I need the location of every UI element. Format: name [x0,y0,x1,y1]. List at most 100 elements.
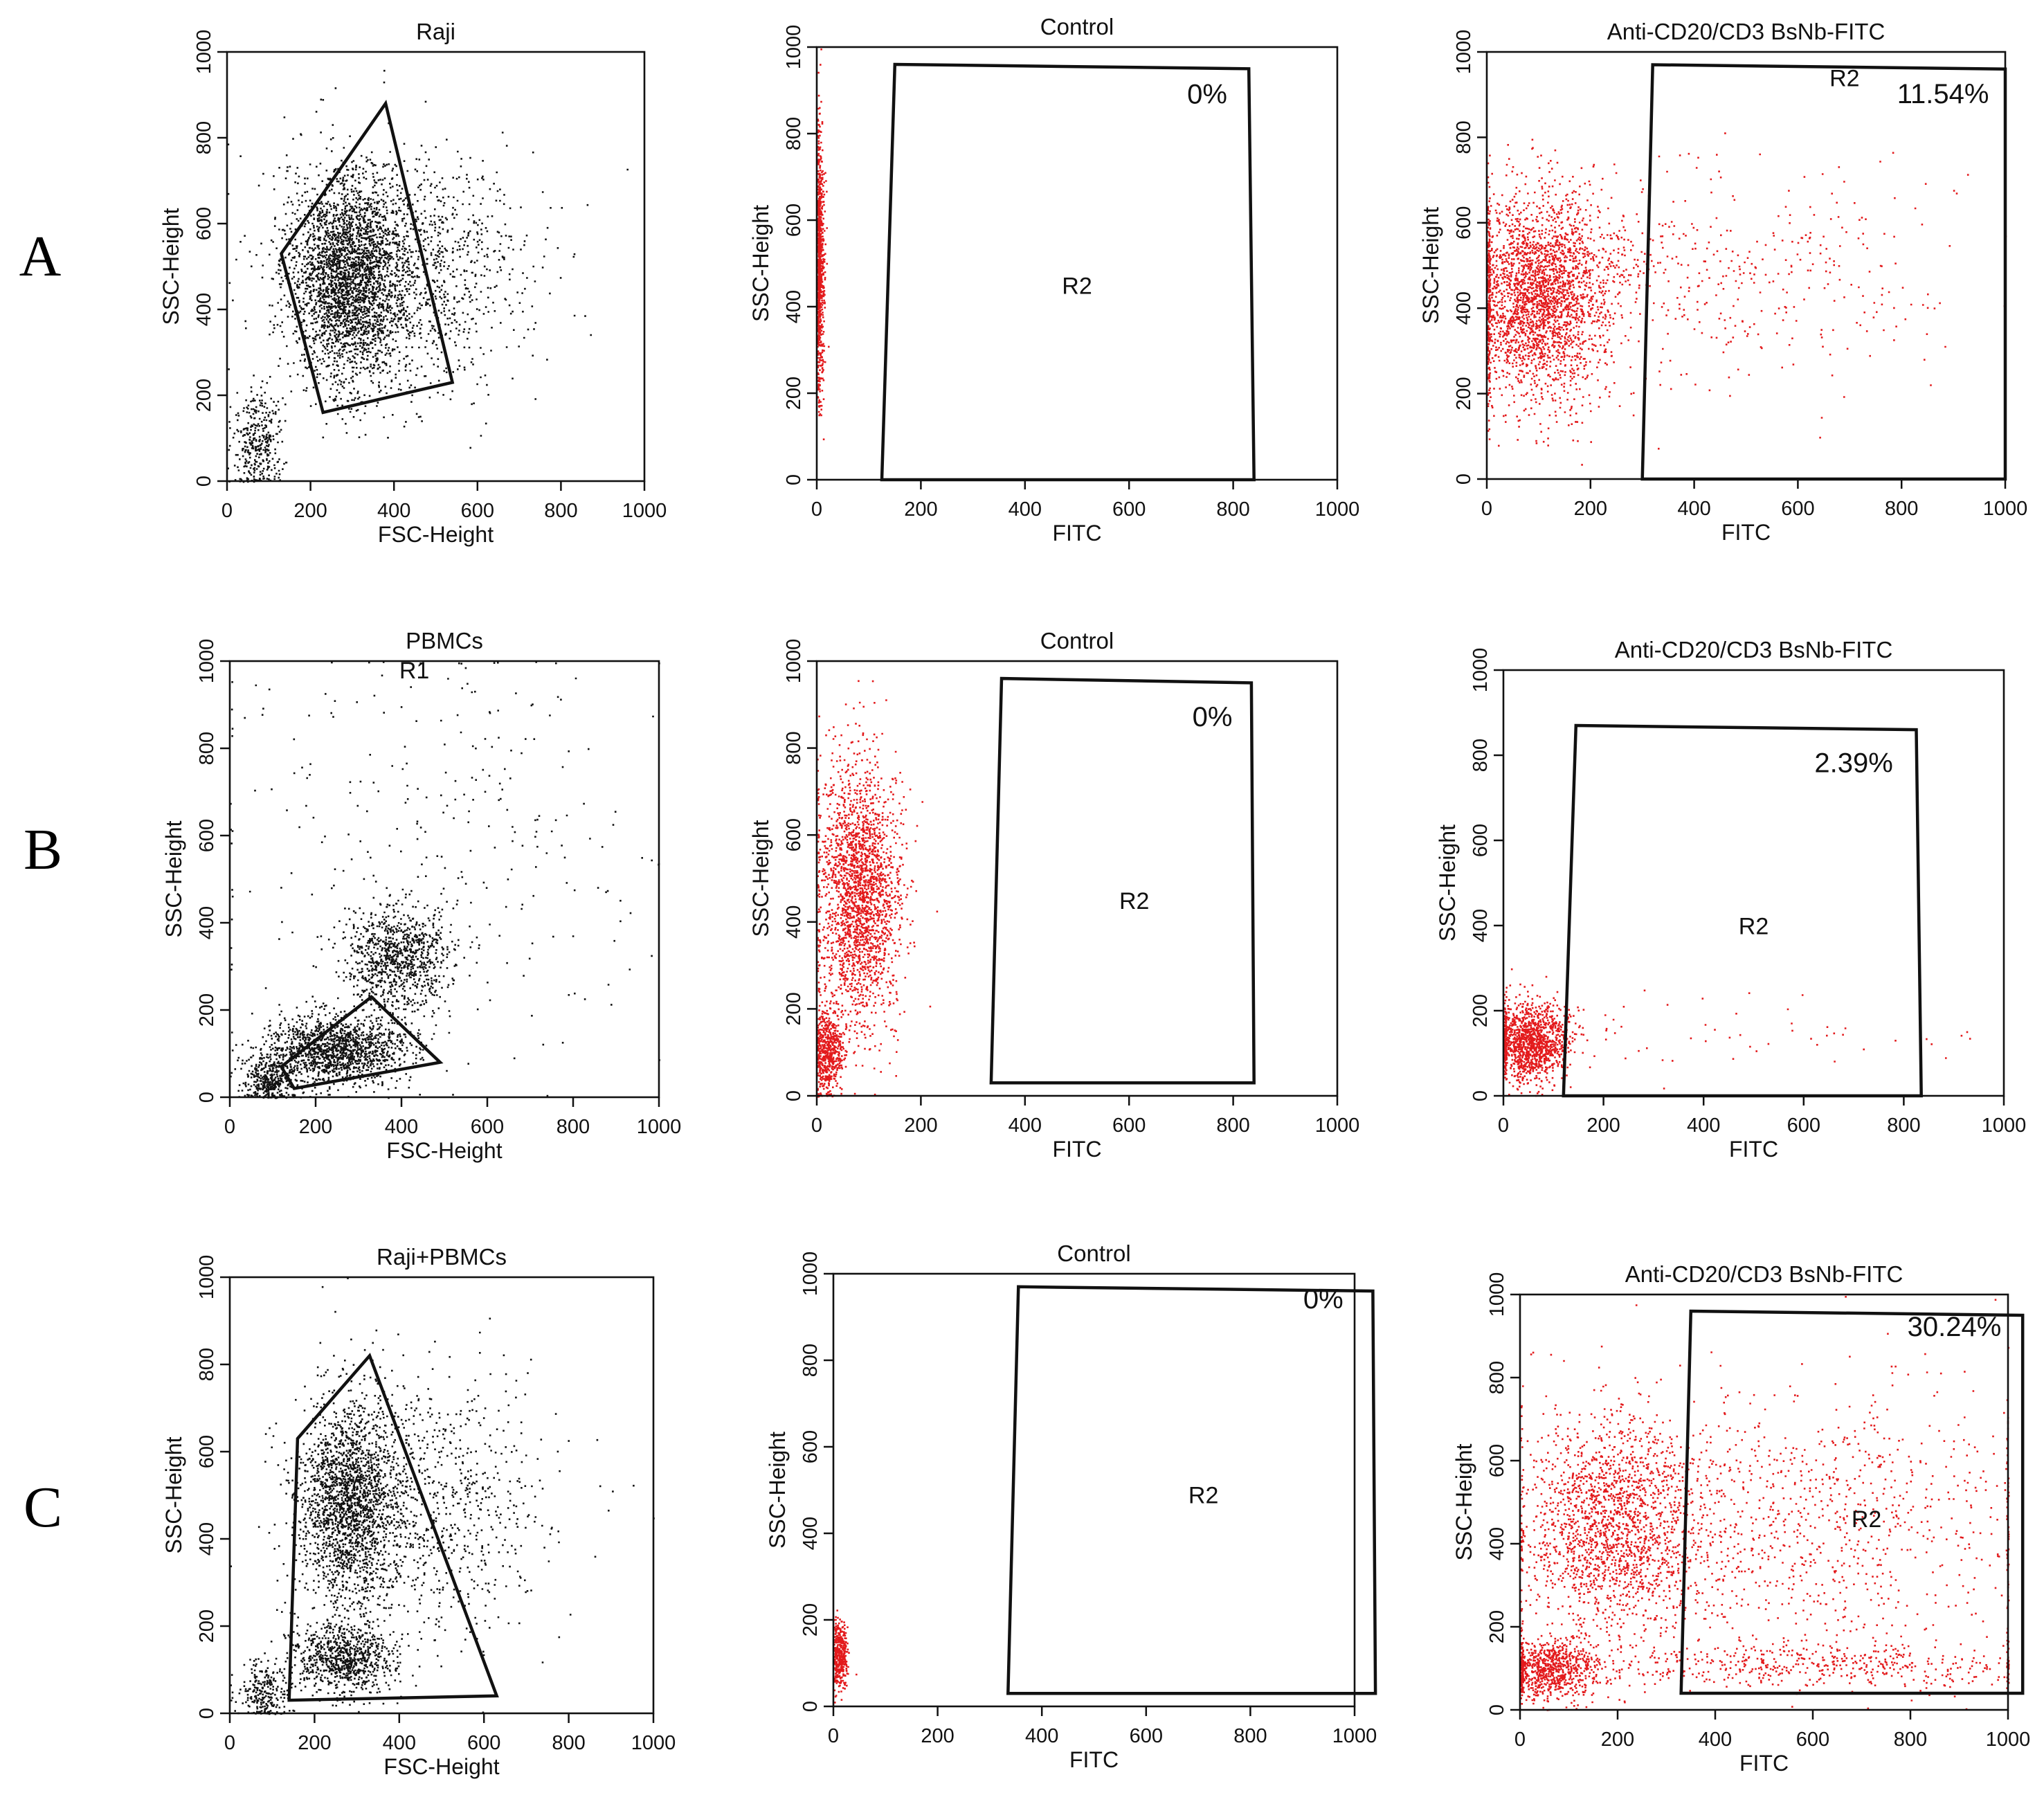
x-tick-label: 800 [557,1116,590,1138]
x-tick-label: 600 [1796,1729,1829,1751]
y-tick-label: 200 [799,1603,822,1636]
scatter-points-a2 [817,48,830,440]
gate-percent: 11.54% [1897,79,1989,109]
panel-c3: 0 200 400 600 800 1000 0 200 400 600 800 1000 FITC SS… [1451,1261,2030,1776]
plot-frame [815,660,1339,1097]
x-tick-label: 200 [1601,1729,1634,1751]
x-tick-label: 800 [1887,1115,1920,1137]
x-tick-label: 0 [1481,498,1492,520]
y-axis-label: SSC-Height [1435,824,1460,941]
x-tick-label: 1000 [1983,498,2028,520]
y-tick-label: 800 [783,731,805,764]
x-axis-label: FITC [1739,1751,1789,1776]
gate-percent: 0% [1187,79,1227,109]
y-tick-label: 1000 [1453,30,1475,75]
panel-c1: 0 200 400 600 800 1000 0 200 400 600 800 1000 FSC-He… [161,1244,676,1779]
x-tick-label: 400 [1677,498,1710,520]
row-label-c: C [24,1475,62,1540]
y-tick-label: 1000 [196,1255,218,1300]
gate-percent: 0% [1303,1284,1344,1315]
x-tick-label: 400 [1009,1115,1042,1137]
y-axis-label: SSC-Height [1451,1443,1476,1560]
x-tick-label: 600 [1787,1115,1820,1137]
y-tick-label: 0 [1469,1090,1492,1101]
y-tick-label: 800 [196,732,218,765]
plot-frame [1502,669,2005,1097]
y-tick-label: 200 [1469,994,1492,1027]
y-tick-label: 1000 [193,30,215,75]
y-tick-label: 0 [1453,473,1475,485]
y-tick-label: 600 [1486,1444,1508,1477]
y-tick-label: 600 [799,1430,822,1463]
x-axis-label: FSC-Height [383,1754,499,1779]
y-tick-label: 200 [783,377,805,410]
x-tick-label: 800 [1894,1729,1927,1751]
scatter-dots [817,680,939,1098]
scatter-dots [833,1609,858,1704]
panel-title: Control [1057,1241,1130,1266]
gate-polygon [279,995,444,1090]
y-axis-label: SSC-Height [748,205,773,322]
x-tick-label: 400 [1687,1115,1720,1137]
x-axis-label: FSC-Height [378,522,494,547]
y-tick-label: 1000 [1469,648,1492,693]
y-tick-label: 0 [783,1090,805,1101]
x-tick-label: 0 [224,1732,235,1754]
x-tick-label: 800 [1216,1115,1249,1137]
x-tick-label: 1000 [1986,1729,2031,1751]
scatter-dots [230,661,660,1099]
y-tick-label: 400 [783,905,805,939]
y-tick-label: 600 [783,818,805,851]
y-tick-label: 0 [196,1708,218,1719]
x-tick-label: 200 [1586,1115,1620,1137]
x-tick-label: 0 [1498,1115,1509,1137]
x-tick-label: 200 [299,1116,332,1138]
x-tick-label: 1000 [1315,498,1360,521]
gate-polygon [880,62,1256,482]
x-tick-label: 0 [221,500,233,522]
gate-polygon [1006,1285,1377,1695]
scatter-dots [1520,1296,2010,1711]
row-label-b: B [24,818,62,882]
gate-percent: 2.39% [1814,748,1892,779]
y-tick-label: 1000 [799,1252,822,1297]
x-tick-label: 0 [224,1116,235,1138]
x-axis-label: FITC [1729,1137,1778,1162]
gate-label: R2 [1739,913,1769,939]
y-tick-label: 0 [799,1701,822,1712]
panel-title: Anti-CD20/CD3 BsNb-FITC [1615,637,1893,662]
plot-frame [226,51,646,482]
x-tick-label: 400 [1009,498,1042,521]
x-tick-label: 200 [298,1732,331,1754]
x-tick-label: 600 [471,1116,504,1138]
x-tick-label: 0 [811,498,822,521]
gate-percent: 30.24% [1908,1312,2002,1342]
panel-title: Control [1040,628,1114,653]
x-tick-label: 400 [1699,1729,1732,1751]
y-tick-label: 800 [1486,1361,1508,1394]
y-tick-label: 1000 [196,639,218,684]
x-tick-label: 800 [544,500,577,522]
y-tick-label: 800 [783,117,805,150]
y-axis-label: SSC-Height [159,208,183,325]
gate-label: R1 [399,658,429,684]
x-axis-label: FITC [1721,520,1771,545]
panels: 0 200 400 600 800 1000 0 200 400 600 800 1000 FSC-He… [159,14,2030,1779]
scatter-points-b2 [817,680,939,1098]
x-tick-label: 1000 [1332,1725,1377,1747]
scatter-dots [817,48,830,440]
x-tick-label: 400 [385,1116,418,1138]
x-axis-label: FITC [1069,1747,1119,1772]
x-tick-label: 200 [921,1725,954,1747]
panel-title: Anti-CD20/CD3 BsNb-FITC [1607,19,1885,44]
plot-frame [1485,51,2007,480]
scatter-dots [227,69,628,483]
panel-a1: 0 200 400 600 800 1000 0 200 400 600 800 1000 FSC-He… [159,19,667,547]
y-tick-label: 400 [799,1517,822,1550]
y-tick-label: 600 [1469,824,1492,857]
y-tick-label: 200 [196,993,218,1027]
y-tick-label: 200 [196,1609,218,1643]
plot-frame [228,1276,655,1715]
x-tick-label: 200 [904,498,937,521]
x-tick-label: 0 [828,1725,839,1747]
